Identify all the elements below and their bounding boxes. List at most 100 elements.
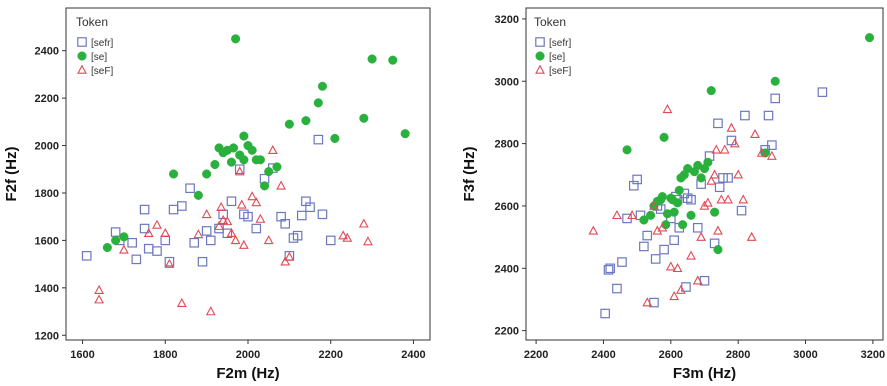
data-point	[657, 222, 668, 232]
data-point	[143, 227, 154, 238]
legend-marker	[77, 37, 87, 47]
data-point	[642, 230, 653, 241]
data-point	[738, 194, 749, 204]
x-tick-label: 1600	[70, 349, 94, 361]
data-point	[325, 235, 336, 246]
data-point	[770, 76, 780, 86]
data-point	[706, 175, 717, 185]
data-point	[317, 209, 328, 220]
data-point	[703, 157, 713, 167]
legend-label: [se]	[91, 52, 107, 63]
data-point	[313, 98, 323, 108]
series-circle	[102, 34, 410, 253]
data-point	[702, 197, 713, 207]
data-point	[111, 235, 121, 245]
data-point	[358, 218, 369, 228]
data-point	[767, 140, 777, 150]
data-point	[864, 33, 875, 43]
data-point	[665, 261, 676, 271]
data-point	[292, 230, 303, 241]
data-point	[305, 202, 315, 212]
data-point	[646, 210, 656, 220]
legend-background	[74, 14, 146, 92]
x-tick-label: 2800	[726, 349, 750, 361]
data-point	[301, 116, 311, 126]
data-point	[669, 207, 679, 217]
y-tick-label: 1600	[35, 235, 59, 247]
data-point	[763, 110, 774, 121]
data-point	[255, 213, 266, 223]
data-point	[168, 169, 179, 179]
data-point	[714, 182, 725, 193]
legend-title: Token	[76, 15, 108, 29]
data-point	[659, 244, 669, 255]
data-point	[197, 256, 208, 267]
data-point	[131, 254, 142, 265]
data-point	[296, 210, 307, 221]
data-point	[716, 194, 727, 204]
data-point	[729, 138, 740, 148]
y-tick-label: 1400	[35, 283, 59, 295]
data-point	[713, 245, 723, 255]
data-point	[176, 297, 187, 307]
data-point	[164, 258, 175, 268]
x-tick-label: 2600	[659, 349, 683, 361]
series-circle	[622, 33, 875, 255]
data-point	[682, 193, 693, 203]
y-tick-label: 2200	[35, 93, 59, 105]
y-tick-label: 2000	[35, 141, 59, 153]
data-point	[363, 236, 373, 246]
data-point	[226, 196, 237, 207]
data-point	[280, 219, 291, 229]
data-point	[239, 131, 249, 141]
data-point	[723, 173, 733, 183]
data-point	[662, 103, 673, 114]
data-point	[639, 241, 649, 252]
data-point	[330, 133, 340, 143]
legend-marker	[77, 64, 87, 74]
data-point	[817, 87, 828, 97]
data-point	[603, 265, 614, 275]
y-tick-label: 2400	[495, 263, 519, 275]
data-point	[230, 235, 241, 245]
data-point	[686, 194, 696, 205]
legend-label: [seF]	[549, 66, 571, 77]
data-point	[588, 225, 599, 235]
series-triangle	[94, 144, 373, 316]
data-point	[205, 306, 216, 316]
data-point	[189, 237, 200, 248]
data-point	[617, 257, 627, 267]
data-point	[160, 227, 171, 238]
data-point	[94, 294, 105, 304]
y-axis-title: F2f (Hz)	[3, 147, 20, 202]
legend-marker	[535, 51, 545, 61]
data-point	[639, 215, 649, 225]
data-point	[740, 110, 750, 121]
data-point	[280, 256, 291, 266]
data-point	[243, 211, 253, 222]
data-point	[699, 200, 710, 210]
data-point	[222, 216, 233, 226]
legend-label: [sefr]	[91, 38, 113, 49]
data-point	[612, 283, 622, 294]
data-point	[272, 162, 282, 172]
data-point	[726, 122, 737, 132]
data-point	[342, 232, 353, 242]
x-tick-label: 2200	[318, 349, 342, 361]
data-point	[193, 190, 203, 200]
data-point	[119, 232, 129, 242]
data-point	[400, 129, 410, 139]
data-point	[317, 81, 328, 91]
x-axis-title: F2m (Hz)	[216, 365, 279, 382]
data-point	[94, 284, 105, 294]
y-tick-label: 3200	[495, 14, 519, 26]
data-point	[251, 197, 262, 207]
legend-label: [seF]	[91, 66, 113, 77]
data-point	[251, 223, 262, 234]
data-point	[185, 183, 195, 194]
data-point	[205, 235, 216, 246]
data-point	[313, 134, 324, 145]
data-point	[214, 220, 224, 230]
x-tick-label: 2000	[236, 349, 260, 361]
